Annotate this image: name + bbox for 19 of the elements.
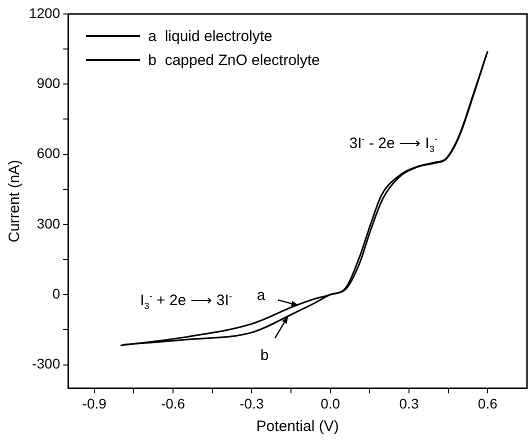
y-axis-title: Current (nA)	[6, 160, 24, 242]
y-tick-label: 300	[36, 215, 60, 232]
annotation: I$_{3}$$^{-}$ + 2e ⟶ 3I$^{-}$	[140, 291, 232, 312]
x-tick-label: 0.0	[320, 395, 340, 412]
x-tick-label: 0.6	[478, 395, 498, 412]
legend-label: b capped ZnO electrolyte	[148, 52, 320, 68]
y-tick-label: 1200	[28, 4, 60, 21]
y-tick-label: 600	[36, 145, 60, 162]
annotation: b	[260, 347, 269, 364]
legend-label: a liquid electrolyte	[148, 28, 272, 44]
y-tick-label: 0	[52, 286, 60, 302]
x-tick-label: 0.3	[399, 395, 419, 412]
x-axis-title: Potential (V)	[256, 418, 339, 436]
annotation: a	[256, 286, 266, 304]
x-tick-label: -0.3	[240, 395, 264, 412]
x-tick-label: -0.9	[82, 395, 107, 412]
y-tick-label: -300	[32, 356, 60, 372]
x-tick-label: -0.6	[160, 395, 186, 412]
y-tick-label: 900	[36, 75, 60, 92]
